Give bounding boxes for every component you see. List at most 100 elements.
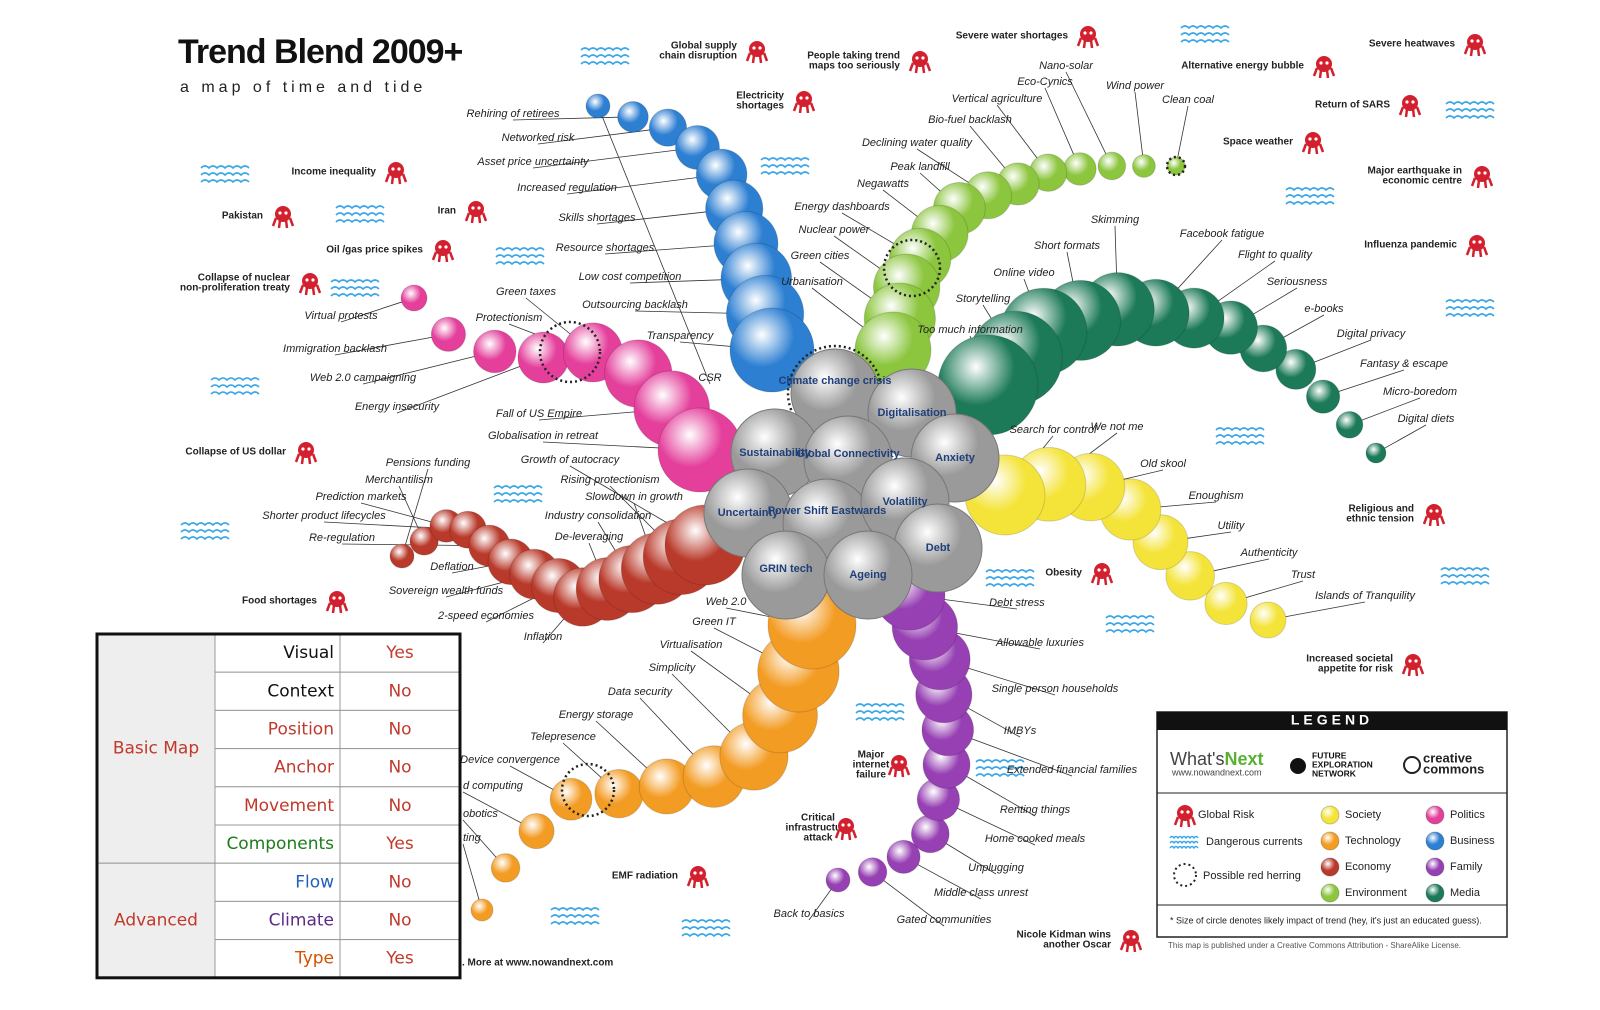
leader-line [569, 465, 685, 534]
leader-line [1238, 580, 1304, 601]
risk-icon-eye [1405, 100, 1409, 104]
red-herring-ring [560, 762, 616, 818]
group-label: Advanced [114, 911, 198, 931]
trend-label: Outsourcing backlash [582, 299, 688, 311]
leader-line [398, 485, 421, 534]
core-bubble [741, 530, 831, 620]
wave [1285, 201, 1335, 206]
risk-label: Space weather [1223, 137, 1293, 148]
risk-label: Nicole Kidman wins [1017, 930, 1112, 941]
trend-bubble [857, 857, 888, 887]
trend-label: Declining water quality [862, 137, 974, 149]
network-logo: EXPLORATION [1312, 759, 1373, 769]
wave [550, 914, 600, 919]
risk-label: economic centre [1383, 176, 1463, 187]
trend-label: 2-speed economies [437, 610, 535, 622]
risk-icon [749, 41, 765, 57]
trend-label: Data security [608, 686, 674, 698]
trend-label: Slowdown in growth [585, 491, 683, 503]
leader-line [1332, 369, 1405, 394]
leader-line [604, 244, 727, 255]
legend-category: Business [1450, 835, 1495, 847]
risk-icon [1080, 26, 1096, 42]
risk-label: Income inequality [292, 167, 377, 178]
row-label: Position [268, 720, 334, 740]
trend-label: Re-regulation [309, 532, 375, 544]
red-herring-ring [1165, 155, 1187, 177]
trend-bubble [1365, 442, 1387, 464]
risk-icon-eye [301, 447, 305, 451]
risk-icon-eye [332, 596, 336, 600]
evaluation-table: Basic Map Visual Yes Context No Position No Anc… [95, 632, 462, 980]
trend-label: Rising protectionism [560, 474, 659, 486]
risk: Severe heatwaves [1369, 34, 1487, 57]
trend-label: Immigration backlash [283, 343, 387, 355]
wave [550, 921, 600, 926]
risk-icon-eye [397, 167, 401, 171]
trend-label: Low cost competition [579, 271, 682, 283]
trend-label: Increased regulation [517, 182, 617, 194]
leader-line [634, 310, 742, 314]
wave [760, 164, 810, 169]
wave [210, 384, 260, 389]
risk-label: Influenza pandemic [1364, 240, 1457, 251]
leader-line [1204, 558, 1270, 574]
row-label: Movement [244, 796, 334, 816]
risk: Alternative energy bubble [1181, 56, 1336, 79]
network-logo: FUTURE [1312, 750, 1347, 760]
trend-label: Telepresence [530, 731, 596, 743]
wave [1180, 25, 1230, 30]
risk-label: Oil /gas price spikes [326, 245, 423, 256]
row-value: No [388, 681, 411, 701]
risk: Income inequality [292, 162, 408, 185]
risk: Influenza pandemic [1364, 235, 1489, 258]
legend-swatch [1425, 805, 1445, 825]
risk-label: internet [853, 760, 890, 771]
core-label: Climate change crisis [778, 375, 891, 387]
risk-icon-legs [1398, 106, 1422, 118]
trend-label: De-leveraging [555, 531, 624, 543]
row-value: No [388, 872, 411, 892]
wave [200, 179, 250, 184]
trend-label: Nano-solar [1039, 60, 1094, 72]
leader-line [912, 861, 982, 900]
trend-bubble [409, 526, 439, 556]
leader-line [462, 819, 501, 862]
legend-swatch [1425, 831, 1445, 851]
legend-category: Society [1345, 809, 1382, 821]
risk-icon-eye [1103, 568, 1107, 572]
risk-icon-eye [1319, 61, 1323, 65]
trend-label: Allowable luxuries [995, 637, 1085, 649]
trend-bubble [886, 839, 921, 874]
wave [200, 165, 250, 170]
trend-label: Energy storage [559, 709, 634, 721]
leader-line [509, 765, 561, 794]
leader-line [916, 148, 977, 188]
wave [495, 247, 545, 252]
risk-icon-eye [699, 871, 703, 875]
trend-label: Storytelling [956, 293, 1011, 305]
leader-line [362, 354, 483, 385]
wave [495, 261, 545, 266]
core-label: Ageing [849, 569, 886, 581]
leader-line [1208, 260, 1276, 309]
risk-icon [1177, 805, 1193, 821]
trend-label: We not me [1091, 421, 1144, 433]
risk-icon-eye [307, 447, 311, 451]
brand: What'sNext [1170, 749, 1263, 769]
risk-icon-eye [1097, 568, 1101, 572]
leader-line [944, 630, 1041, 650]
risk-icon-legs [1076, 37, 1100, 49]
risk-label: maps too seriously [809, 61, 901, 72]
trend-label: Facebook fatigue [1180, 228, 1264, 240]
trend-label: Seriousness [1267, 276, 1328, 288]
leader-line [462, 843, 481, 904]
risk-icon-eye [1429, 509, 1433, 513]
trend-bubble [430, 316, 467, 352]
wave [180, 522, 230, 527]
risk-label: Major [858, 750, 885, 761]
trend-label: Shorter product lifecycles [262, 510, 386, 522]
